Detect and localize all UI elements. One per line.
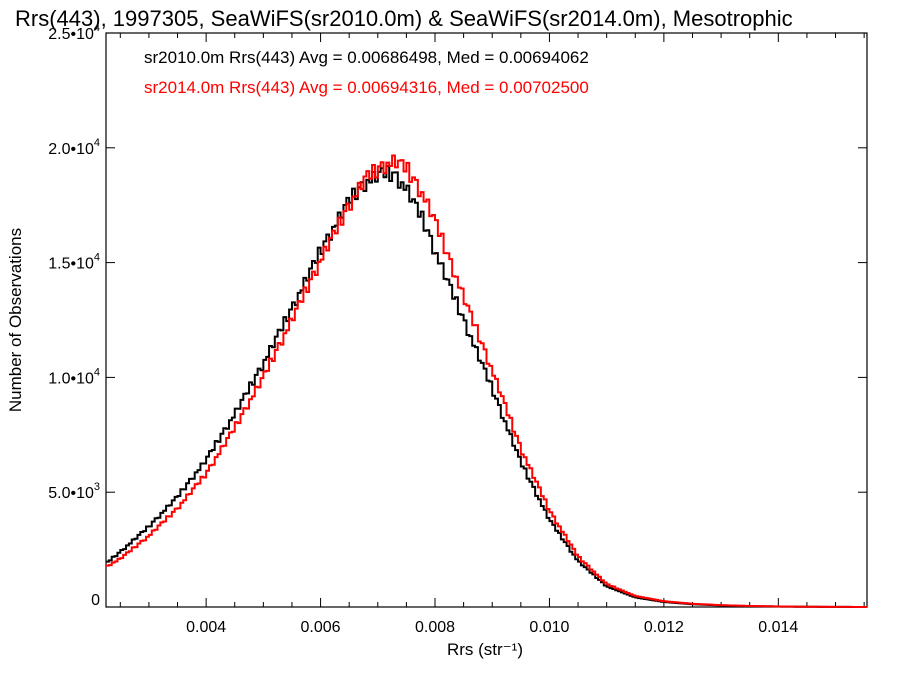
plot-frame [105, 32, 868, 608]
x-tick-label: 0.010 [529, 619, 569, 636]
legend-entry-sr2010: sr2010.0m Rrs(443) Avg = 0.00686498, Med… [144, 48, 589, 67]
series-layer [106, 154, 867, 608]
series-line-0 [106, 165, 867, 608]
y-tick-label: 2.0•104 [48, 137, 100, 158]
y-tick-label: 0 [91, 592, 100, 609]
y-tick-label: 5.0•103 [48, 481, 100, 502]
x-tick-label: 0.008 [415, 619, 455, 636]
y-tick-label: 2.5•104 [48, 22, 100, 43]
chart-title: Rrs(443), 1997305, SeaWiFS(sr2010.0m) & … [15, 6, 793, 31]
legend-entry-sr2014: sr2014.0m Rrs(443) Avg = 0.00694316, Med… [144, 78, 589, 97]
y-tick-label: 1.0•104 [48, 366, 100, 387]
x-tick-label: 0.012 [644, 619, 684, 636]
x-tick-label: 0.004 [186, 619, 226, 636]
x-axis-label: Rrs (str⁻¹) [447, 640, 523, 659]
x-tick-label: 0.006 [301, 619, 341, 636]
axis-ticks: 0.004 0.006 0.008 0.010 0.012 0.014 0 5.0•103 1.… [48, 22, 867, 636]
series-line-1 [106, 154, 867, 608]
y-tick-label: 1.5•104 [48, 252, 100, 273]
y-axis-label: Number of Observations [6, 228, 25, 412]
x-tick-label: 0.014 [758, 619, 798, 636]
